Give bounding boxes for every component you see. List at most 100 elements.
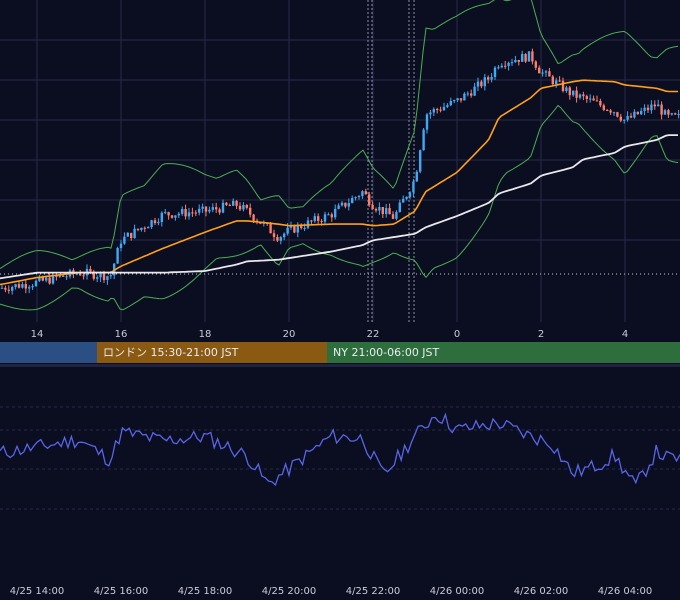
candle-body-50 (170, 215, 174, 218)
time-axis-tick-5: 4/26 00:00 (430, 586, 484, 597)
session-london: ロンドン 15:30-21:00 JST (97, 342, 327, 363)
candle-body-52 (177, 213, 180, 216)
candle-body-136 (463, 93, 466, 101)
candle-body-81 (276, 236, 279, 241)
candle-body-179 (609, 110, 612, 113)
candle-body-142 (483, 77, 486, 87)
candle-body-197 (670, 113, 673, 115)
candle-body-30 (102, 272, 106, 280)
candle-body-159 (541, 72, 544, 74)
price-chart[interactable] (0, 0, 680, 322)
candle-body-115 (391, 214, 395, 219)
candle-body-93 (317, 216, 320, 221)
candle-body-151 (514, 59, 517, 63)
candle-body-124 (422, 129, 425, 151)
candle-body-48 (164, 212, 167, 214)
candle-body-140 (476, 81, 480, 87)
candle-body-65 (221, 202, 225, 213)
candle-body-67 (228, 205, 231, 207)
oscillator-chart[interactable] (0, 367, 680, 580)
candle-body-149 (507, 62, 510, 66)
candle-body-123 (419, 150, 422, 172)
candle-body-73 (249, 207, 252, 215)
candle-body-121 (412, 181, 415, 193)
candle-body-2 (7, 289, 10, 291)
candle-body-8 (28, 287, 31, 289)
candle-body-49 (167, 212, 170, 216)
candle-body-18 (62, 275, 65, 277)
candle-body-69 (235, 200, 238, 206)
candle-body-144 (490, 76, 493, 80)
candle-body-97 (330, 214, 333, 218)
candle-body-158 (538, 67, 541, 74)
candle-body-112 (381, 206, 384, 214)
candle-body-133 (453, 100, 456, 102)
candle-body-172 (585, 96, 588, 99)
candle-body-55 (187, 212, 191, 217)
candle-body-90 (306, 220, 310, 228)
candle-body-174 (592, 98, 595, 101)
candle-body-83 (283, 233, 286, 238)
candle-body-63 (215, 207, 218, 210)
candle-body-182 (619, 116, 622, 121)
oscillator-line (0, 412, 680, 487)
candle-body-114 (388, 208, 391, 215)
candle-body-148 (504, 65, 507, 67)
price-axis-tick-2: 18 (199, 329, 212, 340)
candle-body-110 (374, 209, 378, 211)
candle-body-130 (442, 106, 446, 111)
panel-divider[interactable] (0, 364, 680, 367)
candle-body-57 (194, 212, 197, 214)
time-axis-tick-2: 4/25 18:00 (178, 586, 232, 597)
candle-body-27 (92, 271, 95, 279)
candle-body-34 (116, 247, 119, 264)
candle-body-163 (555, 80, 558, 85)
candle-body-41 (140, 227, 143, 230)
candle-body-120 (408, 192, 412, 197)
candle-body-102 (347, 203, 350, 207)
candle-body-24 (82, 275, 85, 277)
price-axis-tick-5: 0 (454, 329, 460, 340)
candle-body-35 (119, 243, 123, 248)
candle-body-80 (272, 233, 276, 237)
candle-body-187 (636, 111, 639, 115)
candle-body-108 (368, 194, 371, 205)
session-ny: NY 21:00-06:00 JST (327, 342, 680, 363)
candle-body-199 (677, 114, 680, 116)
candle-body-139 (473, 86, 476, 96)
candle-body-66 (225, 202, 228, 206)
candle-body-79 (269, 223, 272, 234)
candle-body-38 (130, 232, 133, 239)
candle-body-141 (480, 81, 483, 87)
candle-body-116 (395, 211, 398, 219)
candle-body-155 (527, 51, 531, 62)
candle-body-134 (456, 98, 459, 101)
candle-body-15 (51, 274, 55, 284)
candle-body-143 (487, 77, 490, 80)
time-axis-tick-0: 4/25 14:00 (10, 586, 64, 597)
candle-body-7 (24, 284, 27, 289)
candle-body-54 (184, 208, 187, 217)
candle-body-3 (11, 287, 14, 291)
candle-body-0 (0, 287, 4, 289)
candle-body-91 (310, 220, 313, 222)
candle-body-103 (351, 198, 354, 204)
candle-body-29 (99, 272, 102, 278)
candle-body-62 (211, 207, 214, 210)
candle-body-113 (385, 208, 388, 214)
candle-body-68 (232, 200, 235, 206)
candle-body-86 (293, 225, 296, 233)
candle-body-70 (238, 205, 242, 210)
candle-body-189 (643, 107, 646, 111)
candle-body-129 (439, 109, 442, 111)
candle-body-138 (470, 93, 473, 96)
candle-body-37 (126, 232, 129, 237)
candle-body-32 (109, 275, 112, 277)
candle-body-160 (544, 71, 548, 73)
candle-body-84 (286, 227, 289, 234)
candle-body-53 (181, 208, 184, 214)
candle-body-100 (340, 202, 344, 206)
candle-body-162 (551, 76, 554, 85)
candle-body-126 (429, 112, 432, 115)
candle-body-146 (497, 67, 500, 69)
